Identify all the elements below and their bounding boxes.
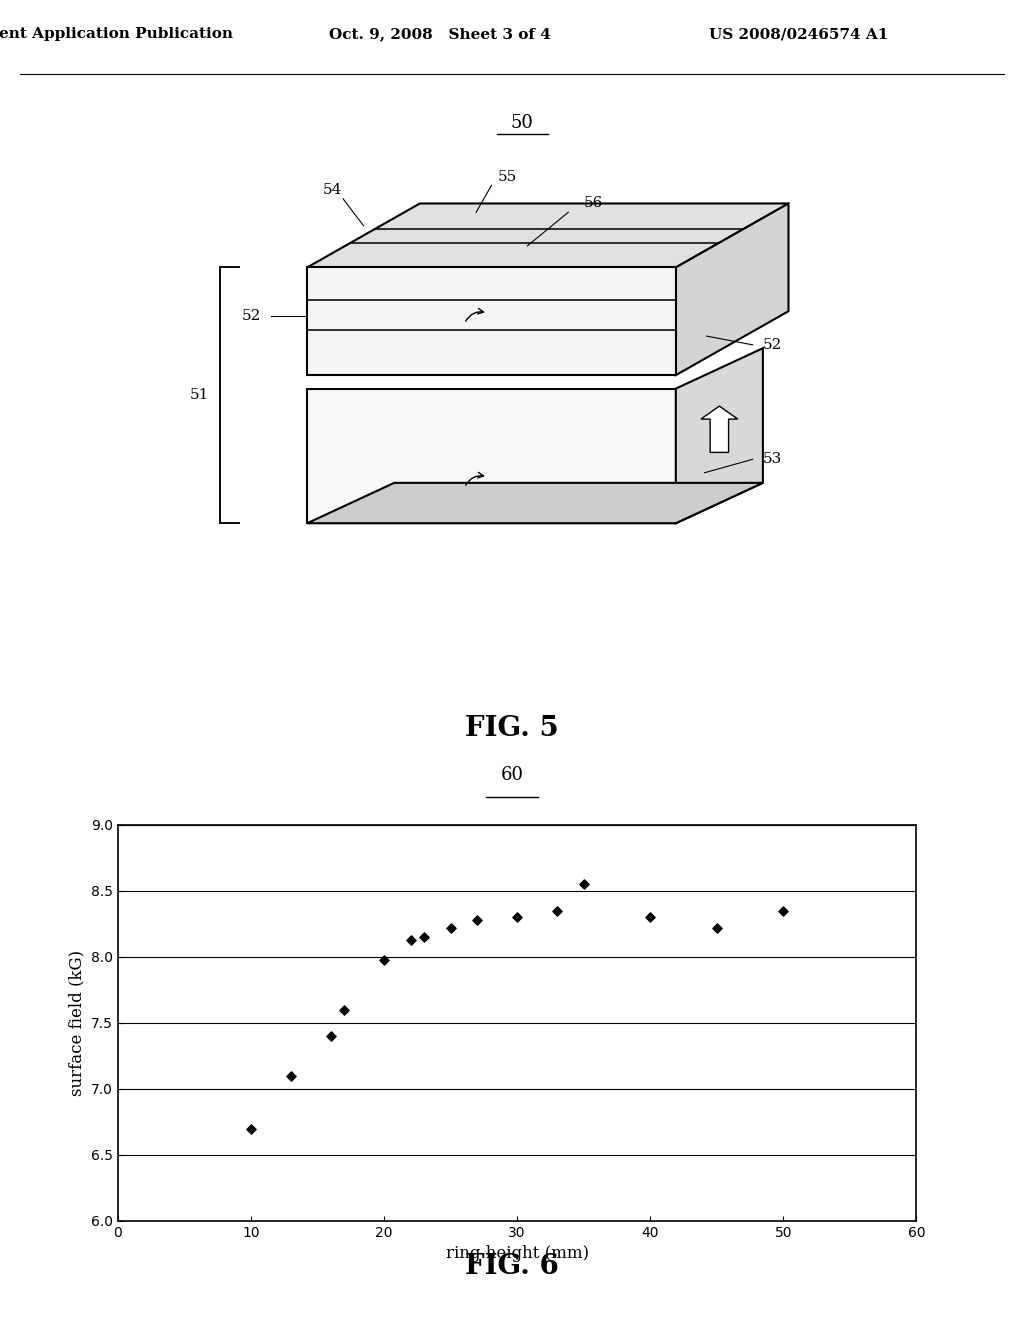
Text: 52: 52 <box>763 338 782 352</box>
Point <box>709 917 725 939</box>
X-axis label: ring height (mm): ring height (mm) <box>445 1245 589 1262</box>
Text: 51: 51 <box>190 388 209 403</box>
Point <box>642 907 658 928</box>
Text: FIG. 5: FIG. 5 <box>465 715 559 742</box>
Text: 53: 53 <box>763 453 782 466</box>
Y-axis label: surface field (kG): surface field (kG) <box>69 950 85 1096</box>
Point <box>376 949 392 970</box>
Point <box>575 874 592 895</box>
Point <box>323 1026 339 1047</box>
Point <box>509 907 525 928</box>
Text: 60: 60 <box>501 766 523 784</box>
FancyArrow shape <box>700 407 737 453</box>
Point <box>416 927 432 948</box>
Point <box>402 929 419 950</box>
Point <box>549 900 565 921</box>
Point <box>775 900 792 921</box>
Polygon shape <box>307 203 788 268</box>
Polygon shape <box>676 348 763 523</box>
Point <box>442 917 459 939</box>
Polygon shape <box>307 483 763 523</box>
Point <box>283 1065 299 1086</box>
Text: FIG. 6: FIG. 6 <box>465 1253 559 1279</box>
Text: 54: 54 <box>324 183 342 197</box>
Text: 52: 52 <box>242 309 261 323</box>
Polygon shape <box>676 203 788 375</box>
Text: Patent Application Publication: Patent Application Publication <box>0 28 233 41</box>
Text: Oct. 9, 2008   Sheet 3 of 4: Oct. 9, 2008 Sheet 3 of 4 <box>330 28 551 41</box>
Text: US 2008/0246574 A1: US 2008/0246574 A1 <box>709 28 889 41</box>
Polygon shape <box>307 268 676 375</box>
Point <box>336 999 352 1020</box>
Point <box>469 909 485 931</box>
Text: 55: 55 <box>498 169 516 183</box>
Text: 56: 56 <box>585 197 603 210</box>
Text: 50: 50 <box>511 114 534 132</box>
Polygon shape <box>307 388 676 523</box>
Point <box>243 1118 259 1139</box>
